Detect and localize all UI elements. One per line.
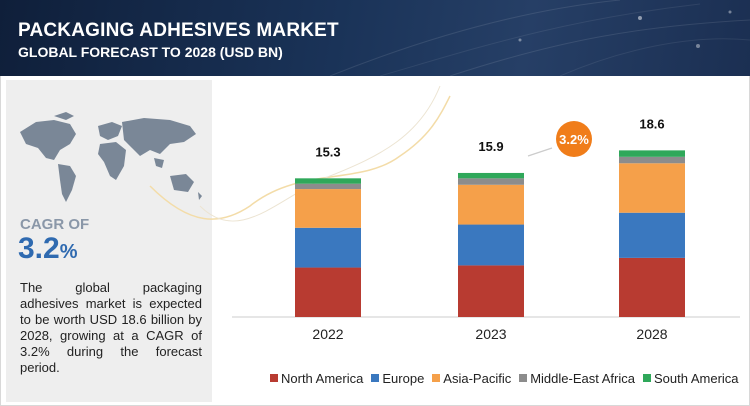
legend-label: Asia-Pacific bbox=[443, 370, 512, 386]
cagr-value: 3.2% bbox=[18, 232, 78, 266]
header-decoration bbox=[329, 0, 750, 76]
market-description: The global packaging adhesives market is… bbox=[20, 280, 202, 375]
header-banner: PACKAGING ADHESIVES MARKET GLOBAL FORECA… bbox=[0, 0, 750, 76]
bar-segment-2022-middle-east-africa bbox=[295, 183, 361, 190]
bar-segment-2022-north-america bbox=[295, 267, 361, 317]
bar-segment-2028-asia-pacific bbox=[619, 163, 685, 213]
legend-item-europe: Europe bbox=[371, 371, 424, 386]
chart-legend: North America Europe Asia-Pacific Middle-Ea… bbox=[270, 370, 739, 386]
total-label-2023: 15.9 bbox=[478, 139, 503, 154]
bar-segment-2023-middle-east-africa bbox=[458, 178, 524, 185]
legend-swatch bbox=[270, 374, 278, 382]
cagr-badge-text: 3.2% bbox=[559, 132, 589, 147]
legend-swatch bbox=[519, 374, 528, 382]
summary-panel: CAGR OF 3.2% The global packaging adhesi… bbox=[6, 80, 212, 402]
bar-segment-2028-middle-east-africa bbox=[619, 156, 685, 164]
cagr-badge-circle bbox=[556, 121, 592, 157]
total-label-2022: 15.3 bbox=[315, 144, 340, 159]
cagr-label: CAGR OF bbox=[20, 216, 90, 233]
cagr-unit: % bbox=[59, 241, 78, 263]
bar-segment-2022-south-america bbox=[295, 178, 361, 184]
bar-segment-2028-europe bbox=[619, 212, 685, 258]
page-title: PACKAGING ADHESIVES MARKET bbox=[18, 20, 339, 41]
decorative-curve-secondary bbox=[199, 85, 441, 222]
world-map-icon bbox=[20, 112, 202, 202]
bar-segment-2023-asia-pacific bbox=[458, 184, 524, 225]
legend-item-north-america: North America bbox=[270, 371, 363, 386]
cagr-connector bbox=[527, 147, 553, 157]
bar-segment-2028-south-america bbox=[619, 150, 685, 157]
labels-group: 15.3 2022 15.9 2023 18.6 2028 bbox=[312, 116, 667, 342]
bar-segment-2023-south-america bbox=[458, 172, 524, 179]
legend-item-asia-pacific: Asia-Pacific bbox=[432, 371, 511, 386]
bar-segment-2022-asia-pacific bbox=[295, 189, 361, 228]
page-subtitle: GLOBAL FORECAST TO 2028 (USD BN) bbox=[18, 44, 283, 60]
legend-swatch bbox=[371, 374, 380, 382]
legend-item-middle-east-africa: Middle-East Africa bbox=[519, 371, 635, 386]
bars-group bbox=[295, 150, 685, 317]
legend-label: Middle-East Africa bbox=[530, 370, 635, 386]
legend-label: North America bbox=[281, 370, 364, 386]
stacked-bar-chart: 15.3 2022 15.9 2023 18.6 2028 3.2% bbox=[149, 85, 740, 342]
x-tick-label-2023: 2023 bbox=[475, 326, 506, 342]
total-label-2028: 18.6 bbox=[639, 116, 664, 131]
bar-segment-2023-north-america bbox=[458, 265, 524, 317]
legend-swatch bbox=[432, 374, 441, 382]
legend-label: Europe bbox=[382, 370, 425, 386]
legend-swatch bbox=[642, 374, 651, 382]
legend-item-south-america: South America bbox=[642, 370, 739, 386]
legend-label: South America bbox=[653, 370, 739, 386]
bar-segment-2023-europe bbox=[458, 224, 524, 266]
cagr-number: 3.2 bbox=[18, 232, 60, 265]
bar-segment-2028-north-america bbox=[619, 257, 685, 317]
x-tick-label-2028: 2028 bbox=[636, 326, 667, 342]
bar-segment-2022-europe bbox=[295, 227, 361, 268]
x-tick-label-2022: 2022 bbox=[312, 326, 343, 342]
